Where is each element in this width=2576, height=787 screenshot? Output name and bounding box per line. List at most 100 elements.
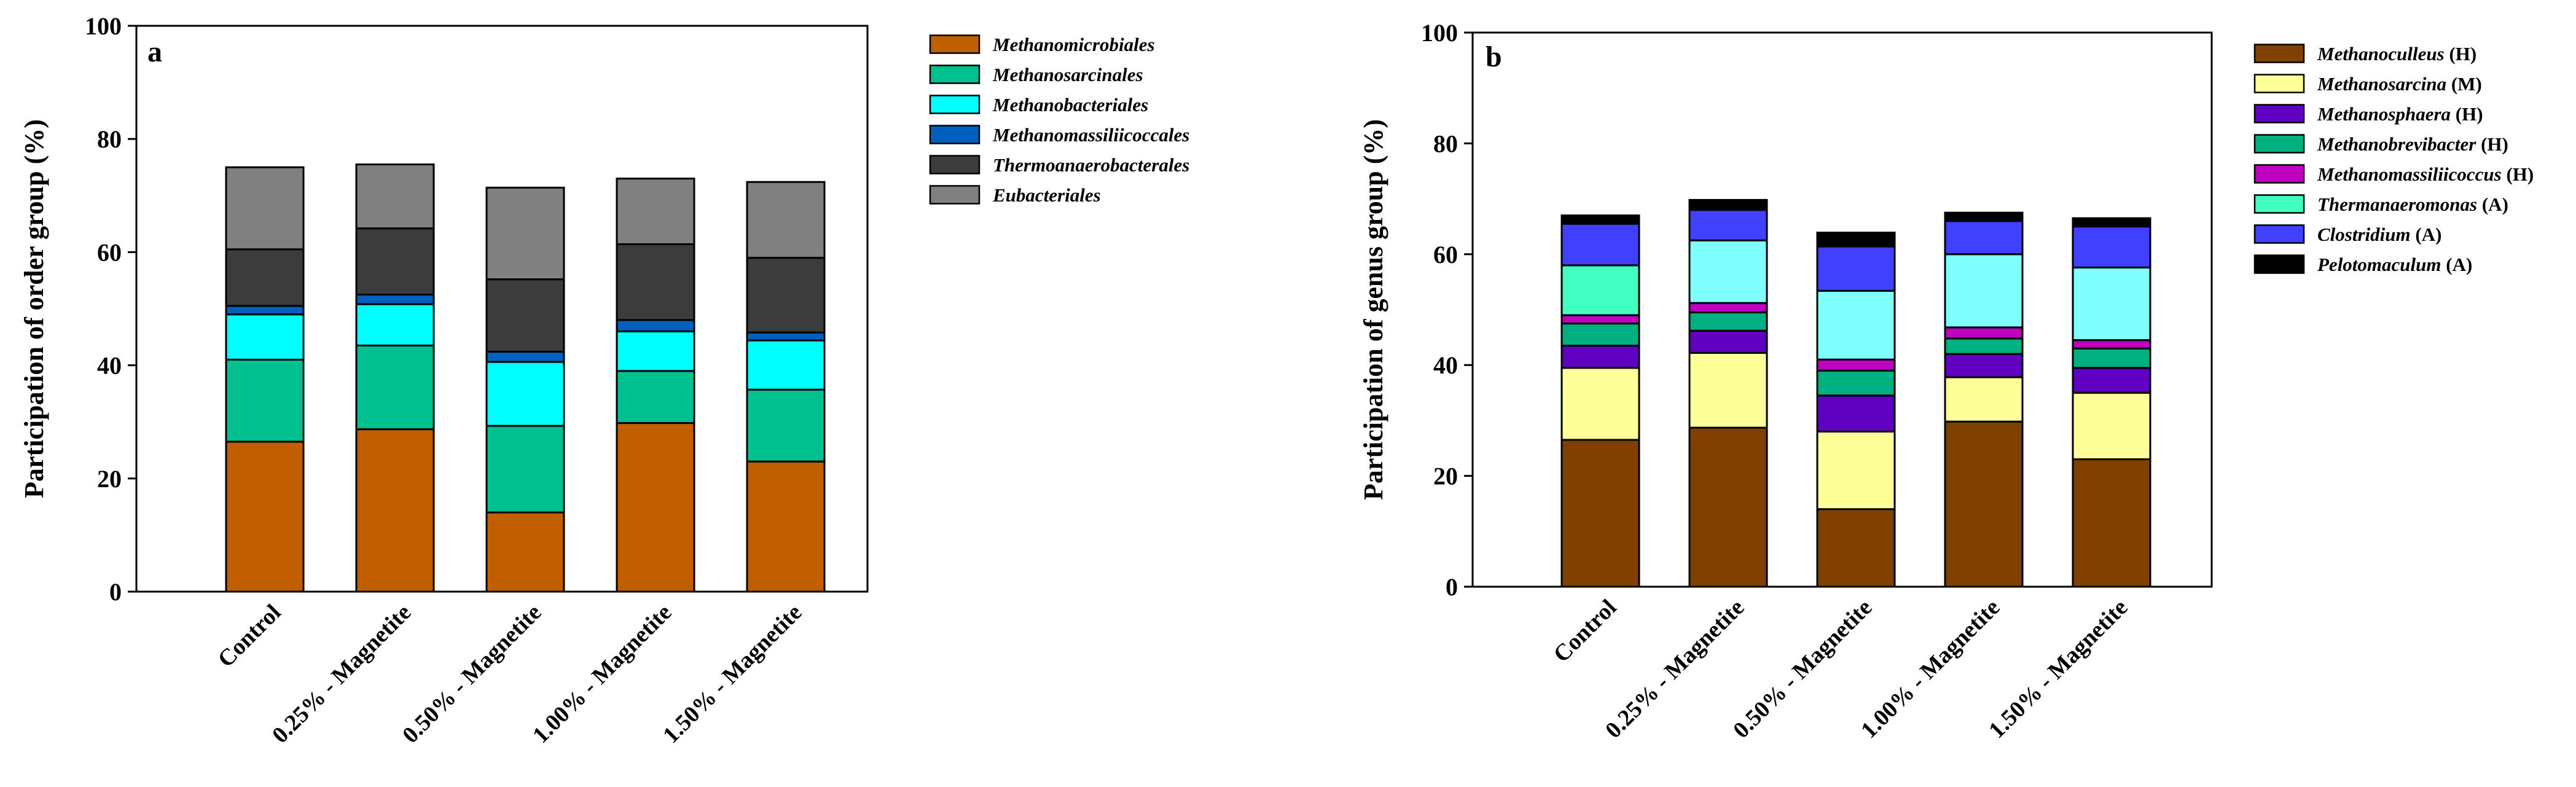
bar-methanosarcina-0-50-magnetite [1816,430,1896,511]
bar-pelotomaculum-control [1560,214,1640,225]
bar-methanomassiliicoccus-1-00-magnetite [1944,326,2024,340]
y-tick-label: 60 [97,238,122,266]
bar-methanomassiliicoccus-1-50-magnetite [2072,339,2151,350]
bar-methanobacteriales-1-50-magnetite [746,339,826,391]
bar-methanomassiliicoccus-control [1560,314,1640,325]
bar-methanomassiliicoccales-0-50-magnetite [485,350,565,363]
bar-methanomicrobiales-0-50-magnetite [485,511,565,593]
bar-pelotomaculum-0-50-magnetite [1816,232,1896,248]
legend-swatch-methanobacteriales [929,95,981,114]
y-tick-label: 60 [1433,241,1458,268]
legend-label-clostridium: Clostridium (A) [2317,224,2441,245]
bar-methanomassiliicoccales-control [225,305,305,316]
bar-methanomassiliicoccus-0-50-magnetite [1816,358,1896,372]
bar-thermoanaerobacterales-0-50-magnetite [485,278,565,353]
legend-swatch-methanomassiliicoccales [929,125,981,144]
bar-eubacteriales-1-50-magnetite [746,181,826,259]
bar-methanomassiliicoccales-1-50-magnetite [746,331,826,342]
legend-label-pelotomaculum: Pelotomaculum (A) [2317,254,2472,275]
bar-methanoculleus-0-25-magnetite [1688,426,1768,588]
legend-series-name: Methanobrevibacter [2317,133,2476,155]
legend-label-methanomassiliicoccales: Methanomassiliicoccales [992,124,1189,146]
legend-swatch-pelotomaculum [2253,254,2305,274]
bar-methanobacteriales-1-00-magnetite [616,330,695,372]
legend-label-thermoanaerobacterales: Thermoanaerobacterales [993,154,1189,176]
bar-methanomicrobiales-1-50-magnetite [746,460,826,593]
legend-series-suffix: (A) [2441,254,2473,275]
bar-methanosarcinales-control [225,358,305,443]
bar-methanomassiliicoccales-1-00-magnetite [616,319,695,332]
bar-methanomicrobiales-1-00-magnetite [616,422,695,593]
legend-series-name: Thermoanaerobacterales [993,154,1189,176]
x-tick-label: Control [1549,595,1622,668]
legend-label-eubacteriales: Eubacteriales [992,184,1101,206]
legend-label-methanosarcina: Methanosarcina (M) [2317,73,2482,95]
bar-eubacteriales-control [225,166,305,251]
legend-swatch-thermoanaerobacterales [929,155,981,174]
bar-methanobrevibacter-1-00-magnetite [1944,337,2024,355]
bar-methanosphaera-1-00-magnetite [1944,353,2024,378]
bar-eubacteriales-0-50-magnetite [485,186,565,281]
bar-methanobacteriales-control [225,313,305,361]
legend-series-name: Methanomassiliicoccus [2317,163,2502,185]
x-tick-label: 1.00% - Magnetite [1856,595,2005,743]
legend-label-methanobacteriales: Methanobacteriales [992,94,1148,116]
bar-thermanaeromonas-control [1560,264,1640,316]
x-tick-label: 0.50% - Magnetite [1728,595,1877,743]
bar-thermoanaerobacterales-1-00-magnetite [616,243,695,321]
bar-methanosarcinales-0-50-magnetite [485,425,565,514]
bar-methanobrevibacter-1-50-magnetite [2072,347,2151,369]
bar-methanomassiliicoccales-0-25-magnetite [355,293,435,305]
legend-label-methanoculleus: Methanoculleus (H) [2317,43,2476,65]
legend-series-name: Methanomicrobiales [992,34,1155,55]
bar-thermanaeromonas-light-0-50-magnetite [1816,289,1896,361]
bar-methanosarcina-control [1560,367,1640,441]
bar-thermanaeromonas-light-0-25-magnetite [1688,239,1768,304]
x-tick-label: Control [213,600,286,673]
y-tick-label: 0 [109,578,122,606]
legend-swatch-methanomassiliicoccus [2253,164,2305,184]
legend-series-name: Methanosarcinales [992,64,1143,85]
legend-label-methanosarcinales: Methanosarcinales [992,64,1143,85]
panel-label: a [147,36,162,68]
y-tick-label: 40 [1433,351,1458,379]
y-tick-label: 0 [1446,573,1458,601]
bar-methanomassiliicoccus-0-25-magnetite [1688,302,1768,314]
bar-methanobrevibacter-0-50-magnetite [1816,369,1896,397]
y-tick-label: 80 [1433,130,1458,157]
legend: Methanomicrobiales Methanosarcinales Metha… [929,34,1189,206]
y-axis-label: Participation of genus group (%) [1358,119,1388,500]
bar-methanosphaera-0-50-magnetite [1816,394,1896,433]
legend-label-methanomicrobiales: Methanomicrobiales [992,34,1155,55]
x-tick-label: 1.00% - Magnetite [528,600,676,748]
bar-thermanaeromonas-light-1-00-magnetite [1944,253,2024,329]
bar-methanoculleus-control [1560,439,1640,588]
bar-eubacteriales-0-25-magnetite [355,163,435,230]
legend-series-name: Thermanaeromonas [2317,194,2477,215]
legend-swatch-methanomicrobiales [929,34,981,54]
legend-series-name: Methanosphaera [2317,103,2451,125]
panel-label: b [1486,41,1502,73]
bar-methanobrevibacter-0-25-magnetite [1688,311,1768,332]
x-tick-label: 1.50% - Magnetite [1984,595,2132,743]
bar-methanomicrobiales-control [225,440,305,593]
bar-clostridium-control [1560,222,1640,267]
legend-series-name: Clostridium [2317,224,2411,245]
bar-methanosarcinales-0-25-magnetite [355,344,435,431]
y-tick-label: 20 [1433,463,1458,490]
x-tick-label: 1.50% - Magnetite [658,600,807,748]
bar-pelotomaculum-0-25-magnetite [1688,198,1768,211]
y-tick-label: 40 [97,352,122,380]
y-tick-label: 100 [85,12,122,40]
bar-thermanaeromonas-light-1-50-magnetite [2072,266,2151,342]
bar-methanobacteriales-0-25-magnetite [355,303,435,347]
bar-pelotomaculum-1-50-magnetite [2072,217,2151,228]
plot-frame [1471,31,2213,588]
legend-swatch-methanoculleus [2253,44,2305,63]
legend-series-suffix: (A) [2411,224,2442,245]
y-tick-label: 100 [1421,19,1458,47]
legend: Methanoculleus (H) Methanosarcina (M) Meth… [2253,43,2534,275]
